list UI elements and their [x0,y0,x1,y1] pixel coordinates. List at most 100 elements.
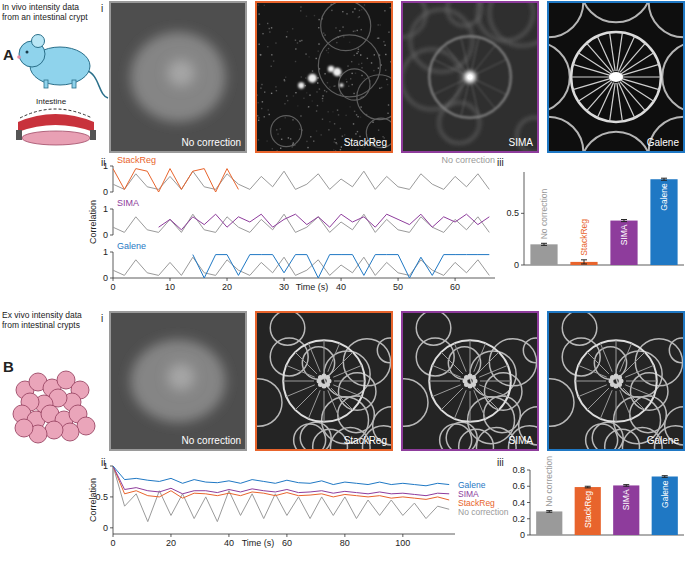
gut-loop [15,419,33,437]
noise [383,41,384,42]
category-label: SIMA [621,489,631,510]
line [113,171,489,189]
panel-caption: from intestinal crypts [2,320,80,330]
noise [342,11,343,12]
noise [352,11,353,12]
noise [339,30,340,31]
noise [329,121,330,122]
eye [26,51,29,54]
bar-chart: 00.5No correctionStackRegSIMAGalene [506,172,684,270]
crypt [283,340,365,422]
x-tick-label: 0 [110,282,115,292]
noise [378,67,379,68]
x-tick [284,278,285,281]
series-label: StackReg [117,155,156,165]
neighbour-crypt [662,42,684,113]
noise [322,98,323,99]
neighbour-crypt [649,2,684,37]
noise [287,31,288,32]
spoke [474,390,486,418]
noise [334,139,335,140]
noise [295,48,296,49]
cell [447,2,481,26]
noise [335,142,336,143]
spoke [616,340,617,371]
y-tick [521,265,524,266]
cell [490,2,538,46]
y-tick [527,470,530,471]
image-label: Galene [647,435,680,446]
neighbour-crypt [548,42,570,113]
image-frame [256,312,392,450]
x-tick [455,278,456,281]
spoke [622,76,661,77]
noise [364,4,365,5]
error-cap [661,178,667,179]
image-frame [548,312,684,450]
noise [258,139,259,140]
noise [340,93,341,94]
noise [378,129,379,130]
y-tick-label: 0.4 [512,498,525,508]
y-axis-title: Correlation [88,200,98,244]
line [113,466,449,486]
noise [257,4,258,5]
noise [338,114,339,115]
noise [284,103,285,104]
noise [317,82,318,83]
cell [318,35,380,97]
line [113,169,238,192]
noise [300,115,301,116]
bar [613,485,639,535]
noise [349,106,350,107]
y-tick [527,486,530,487]
series-group [113,169,489,192]
noise [332,111,333,112]
cell [586,424,618,450]
line [159,214,490,230]
spoke [622,64,659,75]
nucleus [325,375,330,380]
noise [347,65,348,66]
lumen [468,75,473,80]
line-chart: 01CorrelationSIMA [88,198,489,244]
x-tick [398,278,399,281]
noise [379,24,380,25]
series-label: Galene [117,241,146,251]
bar [652,477,678,536]
x-axis-title: Time (s) [242,538,275,548]
noise [359,10,360,11]
noise [262,101,263,102]
image-label: No correction [182,435,241,446]
micrograph [110,2,246,152]
noise [260,87,261,88]
panel-caption: Ex vivo intensity data [2,310,82,320]
noise [324,90,325,91]
organ-label: Intestine [36,97,67,106]
series-group [113,255,489,278]
noise [269,28,270,29]
tissue-band [18,114,94,132]
micrograph [110,312,246,450]
image-frame [402,312,538,450]
micrograph [402,2,538,152]
line-chart: 00.51Correlation020406080100Time (s)Gale… [88,461,509,548]
x-tick [113,278,114,281]
noise [387,113,388,114]
noise [357,131,358,132]
lumen [464,71,476,83]
y-axis [113,466,114,534]
y-tick-label: 0.8 [512,465,525,475]
noise [262,33,263,34]
spoke [429,381,460,382]
spoke [429,77,470,78]
noise [357,116,358,117]
panel-caption: In vivo intensity data [2,2,79,12]
noise [340,128,341,129]
cell [321,2,371,51]
noise [323,33,324,34]
background [110,312,246,450]
bar [610,221,637,265]
error-cap [581,263,587,264]
noise [305,77,306,78]
